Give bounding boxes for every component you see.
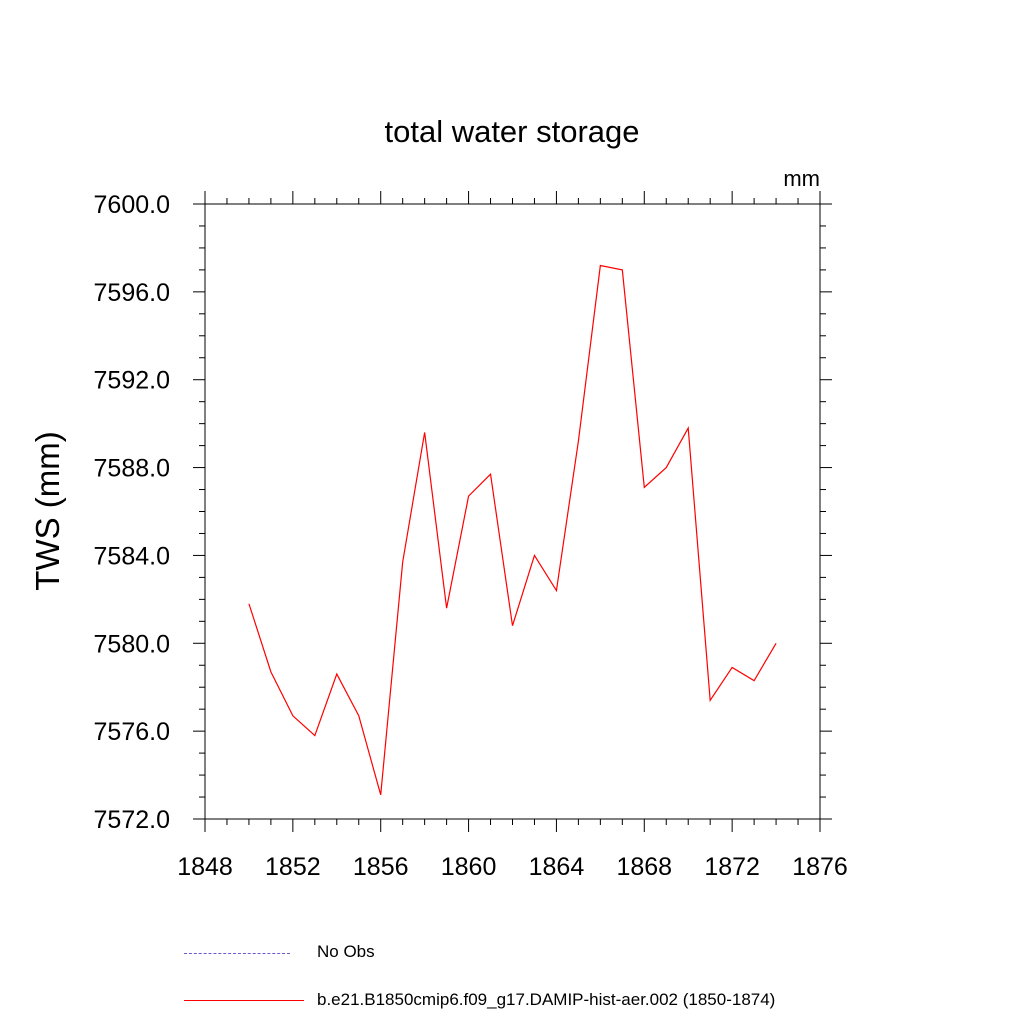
x-tick-label: 1876	[792, 853, 848, 881]
legend-series-line	[184, 1000, 304, 1001]
y-tick-label: 7580.0	[94, 630, 170, 658]
y-tick-label: 7576.0	[94, 718, 170, 746]
legend-no-obs-line	[184, 953, 290, 954]
y-tick-label: 7572.0	[94, 806, 170, 834]
y-tick-label: 7596.0	[94, 279, 170, 307]
y-tick-label: 7592.0	[94, 367, 170, 395]
y-tick-label: 7600.0	[94, 191, 170, 219]
x-tick-label: 1864	[529, 853, 585, 881]
x-tick-label: 1852	[265, 853, 321, 881]
units-label: mm	[783, 166, 820, 191]
series-line	[248, 264, 777, 796]
series-layer	[248, 264, 777, 796]
chart-title: total water storage	[384, 114, 639, 149]
x-tick-label: 1860	[441, 853, 497, 881]
axes-layer: 1848 1852 1856 1860 1864 1868 1872 1876 7572.0 75…	[94, 191, 848, 881]
x-tick-label: 1856	[353, 853, 409, 881]
x-tick-label: 1868	[616, 853, 672, 881]
legend-series-label: b.e21.B1850cmip6.f09_g17.DAMIP-hist-aer.…	[317, 990, 776, 1009]
y-tick-label: 7588.0	[94, 455, 170, 483]
y-axis-label: TWS (mm)	[29, 431, 66, 590]
y-tick-label: 7584.0	[94, 542, 170, 570]
plot-frame	[204, 203, 821, 820]
x-tick-label: 1848	[177, 853, 233, 881]
legend-no-obs-label: No Obs	[317, 942, 375, 961]
x-tick-label: 1872	[704, 853, 760, 881]
